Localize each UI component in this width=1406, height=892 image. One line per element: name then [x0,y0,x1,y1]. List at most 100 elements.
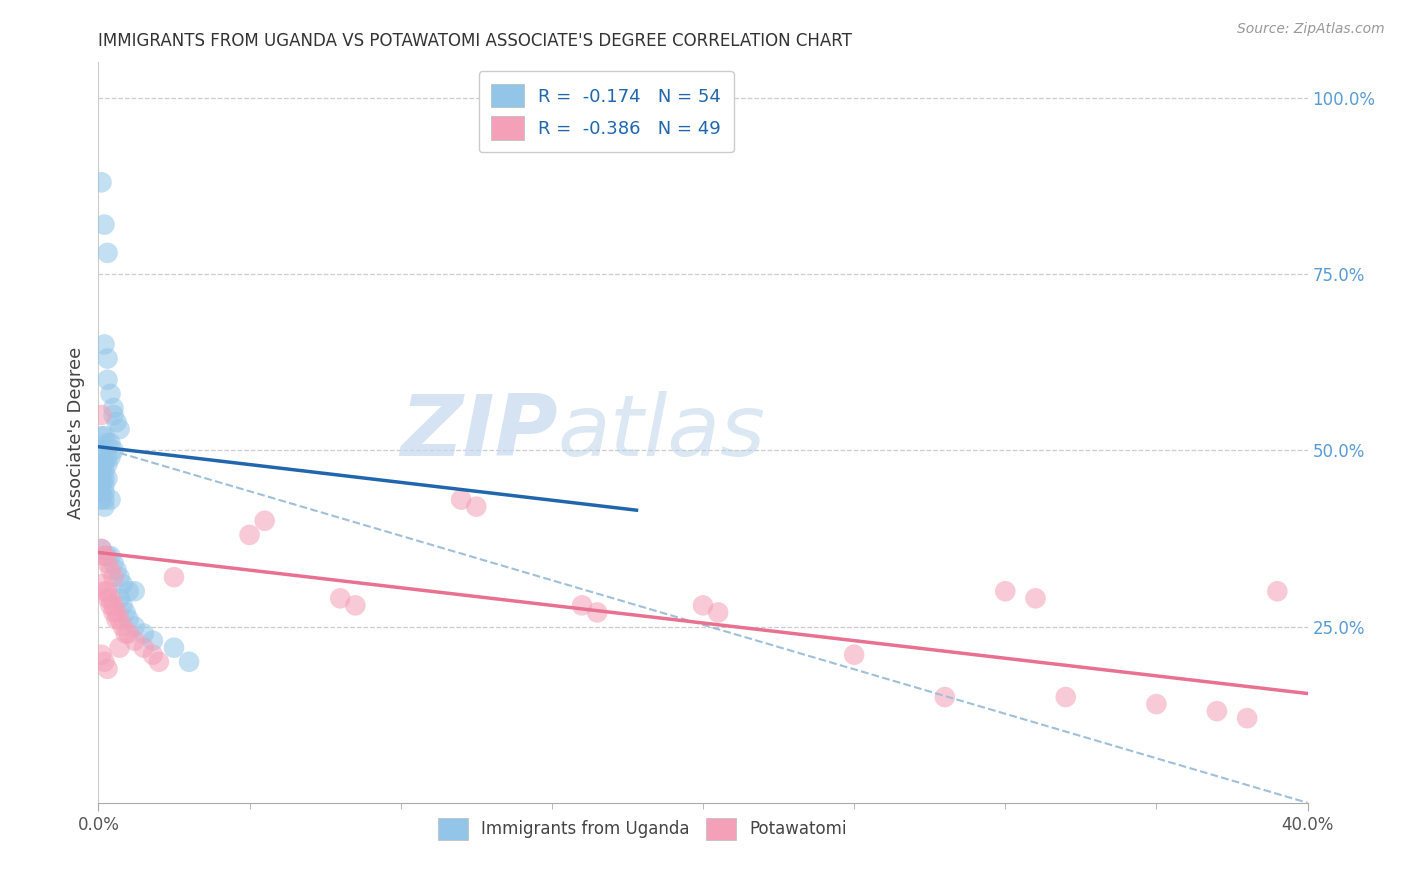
Point [93,450,115,465]
Point [108,612,131,626]
Point [105,415,128,429]
Point [105,612,128,626]
Text: Source: ZipAtlas.com: Source: ZipAtlas.com [1237,22,1385,37]
Point [108,591,131,606]
Point [114,626,136,640]
Point [90,478,112,492]
Point [96,450,118,465]
Point [93,429,115,443]
Point [93,549,115,563]
Point [344,599,367,613]
Point [100,563,122,577]
Point [124,584,146,599]
Point [1236,711,1258,725]
Point [844,648,866,662]
Point [93,655,115,669]
Point [1267,584,1289,599]
Point [105,606,128,620]
Point [93,485,115,500]
Legend: Immigrants from Uganda, Potawatomi: Immigrants from Uganda, Potawatomi [432,812,853,847]
Point [118,626,141,640]
Point [142,648,165,662]
Point [103,570,125,584]
Point [96,458,118,472]
Point [586,606,609,620]
Point [124,619,146,633]
Point [96,662,118,676]
Point [163,640,186,655]
Point [90,458,112,472]
Point [90,175,112,189]
Point [90,408,112,422]
Text: IMMIGRANTS FROM UGANDA VS POTAWATOMI ASSOCIATE'S DEGREE CORRELATION CHART: IMMIGRANTS FROM UGANDA VS POTAWATOMI ASS… [98,32,852,50]
Point [100,549,122,563]
Point [239,528,262,542]
Point [108,422,131,436]
Point [90,485,112,500]
Point [1024,591,1046,606]
Point [148,655,170,669]
Y-axis label: Associate's Degree: Associate's Degree [66,346,84,519]
Point [93,471,115,485]
Point [96,373,118,387]
Point [100,450,122,465]
Point [105,563,128,577]
Point [108,640,131,655]
Point [103,556,125,570]
Point [100,591,122,606]
Point [994,584,1017,599]
Point [96,556,118,570]
Text: ZIP: ZIP [401,391,558,475]
Point [132,626,155,640]
Point [118,612,141,626]
Text: atlas: atlas [558,391,766,475]
Point [96,549,118,563]
Point [692,599,714,613]
Point [253,514,276,528]
Point [450,492,472,507]
Point [103,599,125,613]
Point [124,633,146,648]
Point [93,218,115,232]
Point [100,436,122,450]
Point [90,648,112,662]
Point [93,492,115,507]
Point [90,429,112,443]
Point [93,478,115,492]
Point [163,570,186,584]
Point [93,549,115,563]
Point [100,599,122,613]
Point [96,591,118,606]
Point [93,500,115,514]
Point [96,471,118,485]
Point [179,655,201,669]
Point [90,492,112,507]
Point [100,492,122,507]
Point [90,541,112,556]
Point [1144,697,1167,711]
Point [1206,704,1229,718]
Point [100,387,122,401]
Point [90,464,112,478]
Point [93,464,115,478]
Point [93,584,115,599]
Point [571,599,593,613]
Point [114,606,136,620]
Point [103,401,125,415]
Point [1054,690,1077,704]
Point [108,570,131,584]
Point [96,351,118,366]
Point [90,471,112,485]
Point [103,408,125,422]
Point [118,584,141,599]
Point [329,591,352,606]
Point [103,606,125,620]
Point [96,584,118,599]
Point [142,633,165,648]
Point [465,500,488,514]
Point [93,458,115,472]
Point [93,337,115,351]
Point [707,606,730,620]
Point [96,436,118,450]
Point [934,690,956,704]
